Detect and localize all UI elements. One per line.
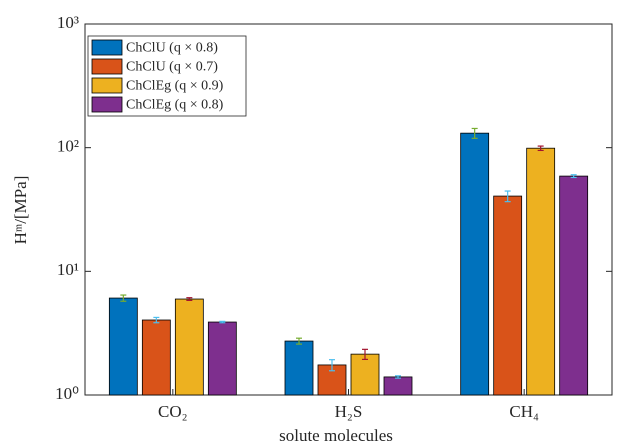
x-axis-label: solute molecules <box>279 426 393 445</box>
bar <box>383 376 413 396</box>
error-bar <box>120 294 127 302</box>
bar <box>284 340 314 396</box>
legend-swatch <box>91 39 123 56</box>
bar <box>141 319 171 396</box>
legend-swatch <box>91 96 123 113</box>
y-tick-label: 10² <box>57 137 79 156</box>
error-bar <box>362 348 368 361</box>
error-bar <box>471 127 478 139</box>
error-bar <box>329 359 335 372</box>
bar <box>108 297 138 396</box>
y-tick-label: 10¹ <box>57 260 79 279</box>
bar <box>559 175 589 396</box>
bar <box>174 298 204 396</box>
legend-label: ChClEg (q × 0.8) <box>126 98 224 113</box>
legend: ChClU (q × 0.8) ChClU (q × 0.7) ChClEg (q … <box>87 35 247 117</box>
x-tick-label: CH₄ <box>509 402 539 421</box>
y-tick-label: 10³ <box>57 13 79 32</box>
error-bar <box>296 337 302 345</box>
error-bar <box>395 375 401 379</box>
legend-label: ChClU (q × 0.8) <box>126 41 218 56</box>
x-tick-label: H₂S <box>335 402 363 421</box>
legend-swatch <box>91 77 123 94</box>
error-bar <box>570 174 577 179</box>
x-tick-label: CO₂ <box>158 402 188 421</box>
legend-swatch <box>91 58 123 75</box>
bar <box>460 132 490 396</box>
y-axis-label: Hᵐ/[MPa] <box>11 176 30 245</box>
error-bar <box>537 145 544 152</box>
error-bar <box>504 190 511 203</box>
legend-label: ChClU (q × 0.7) <box>126 60 218 75</box>
y-tick-label: 10⁰ <box>55 384 79 403</box>
bar <box>526 147 556 396</box>
error-bar <box>219 320 226 324</box>
bar <box>207 321 237 396</box>
error-bar <box>186 297 193 302</box>
bar <box>493 195 523 396</box>
bar <box>350 353 380 396</box>
error-bar <box>153 316 160 324</box>
legend-label: ChClEg (q × 0.9) <box>126 79 224 94</box>
